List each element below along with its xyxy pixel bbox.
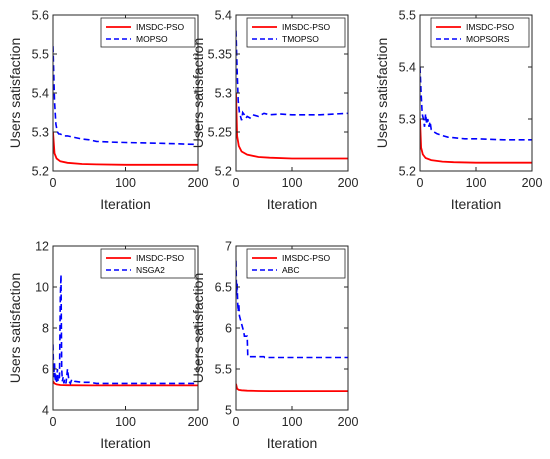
y-tick-label: 5: [225, 404, 232, 418]
legend-box: [100, 248, 196, 279]
y-tick-label: 5.2: [32, 165, 49, 179]
series-line-imsdc-pso: [236, 383, 348, 393]
x-tick-label: 200: [188, 415, 209, 429]
x-tick-label: 0: [417, 176, 424, 190]
x-axis-label: Iteration: [100, 196, 151, 212]
series-line-imsdc-pso: [53, 131, 198, 166]
legend-label: MOPSORS: [466, 34, 510, 44]
series-line-abc: [236, 260, 348, 359]
legend-label: TMOPSO: [282, 34, 319, 44]
legend-label: IMSDC-PSO: [136, 22, 185, 32]
legend-label: IMSDC-PSO: [282, 253, 331, 263]
y-tick-label: 12: [35, 240, 49, 254]
y-axis-label: Users satisfaction: [190, 273, 206, 383]
x-tick-label: 0: [233, 415, 240, 429]
y-tick-label: 6.5: [215, 281, 232, 295]
legend-label: IMSDC-PSO: [136, 253, 185, 263]
legend-label: ABC: [282, 265, 299, 275]
y-tick-label: 8: [42, 322, 49, 336]
legend-label: IMSDC-PSO: [466, 22, 515, 32]
y-tick-label: 5.3: [32, 126, 49, 140]
x-axis-label: Iteration: [100, 435, 151, 451]
y-axis-label: Users satisfaction: [374, 38, 390, 148]
legend: IMSDC-PSO TMOPSO: [246, 17, 346, 48]
legend-box: [246, 248, 346, 279]
legend: IMSDC-PSO NSGA2: [100, 248, 196, 279]
chart-panel-5: 0 100 200 5 5.5 6 6.5 7 Iteration Users satisfact…: [190, 240, 358, 452]
y-tick-label: 5.6: [32, 9, 49, 23]
chart-panel-3: 0 100 200 5.2 5.3 5.4 5.5 Iteration Users satisf…: [374, 9, 542, 213]
chart-panel-1: 0 100 200 5.2 5.3 5.4 5.5 5.6 Iteration Users sat…: [7, 9, 208, 213]
legend: IMSDC-PSO MOPSORS: [430, 17, 530, 48]
legend-label: MOPSO: [136, 34, 168, 44]
x-tick-label: 100: [282, 415, 303, 429]
y-axis-label: Users satisfaction: [7, 38, 23, 148]
y-tick-label: 5.25: [208, 126, 232, 140]
legend-box: [100, 17, 196, 48]
x-axis-label: Iteration: [451, 196, 502, 212]
y-tick-label: 5.35: [208, 48, 232, 62]
x-tick-label: 0: [50, 176, 57, 190]
chart-panel-4: 0 100 200 4 6 8 10 12 Iteration Users satisfactio…: [7, 240, 208, 452]
y-tick-label: 5.2: [215, 165, 232, 179]
y-tick-label: 7: [225, 240, 232, 254]
y-tick-label: 6: [225, 322, 232, 336]
y-tick-label: 5.4: [32, 87, 49, 101]
y-tick-label: 5.3: [215, 87, 232, 101]
legend-box: [430, 17, 530, 48]
y-tick-label: 10: [35, 281, 49, 295]
series-line-imsdc-pso: [236, 92, 348, 160]
legend: IMSDC-PSO ABC: [246, 248, 346, 279]
series-line-mopsors: [420, 66, 532, 141]
x-tick-label: 200: [522, 176, 543, 190]
series-line-imsdc-pso: [53, 380, 198, 387]
chart-panel-2: 0 100 200 5.2 5.25 5.3 5.35 5.4 Iteration Users s…: [190, 9, 358, 213]
y-tick-label: 5.4: [399, 61, 416, 75]
legend-box: [246, 17, 346, 48]
y-tick-label: 4: [42, 404, 49, 418]
series-line-nsga2: [53, 274, 198, 386]
series-line-imsdc-pso: [420, 118, 532, 164]
x-tick-label: 0: [233, 176, 240, 190]
x-tick-label: 100: [115, 176, 136, 190]
x-tick-label: 0: [50, 415, 57, 429]
y-tick-label: 6: [42, 363, 49, 377]
x-axis-label: Iteration: [267, 196, 318, 212]
y-tick-label: 5.5: [215, 363, 232, 377]
y-axis-label: Users satisfaction: [190, 38, 206, 148]
x-tick-label: 100: [282, 176, 303, 190]
y-tick-label: 5.5: [32, 48, 49, 62]
y-axis-label: Users satisfaction: [7, 273, 23, 383]
x-tick-label: 200: [188, 176, 209, 190]
y-tick-label: 5.3: [399, 113, 416, 127]
y-tick-label: 5.4: [215, 9, 232, 23]
x-tick-label: 100: [466, 176, 487, 190]
legend-label: NSGA2: [136, 265, 165, 275]
x-tick-label: 100: [115, 415, 136, 429]
legend-label: IMSDC-PSO: [282, 22, 331, 32]
legend: IMSDC-PSO MOPSO: [100, 17, 196, 48]
y-tick-label: 5.2: [399, 165, 416, 179]
y-tick-label: 5.5: [399, 9, 416, 23]
series-line-tmopso: [236, 30, 348, 121]
x-tick-label: 200: [338, 176, 359, 190]
x-axis-label: Iteration: [267, 435, 318, 451]
x-tick-label: 200: [338, 415, 359, 429]
